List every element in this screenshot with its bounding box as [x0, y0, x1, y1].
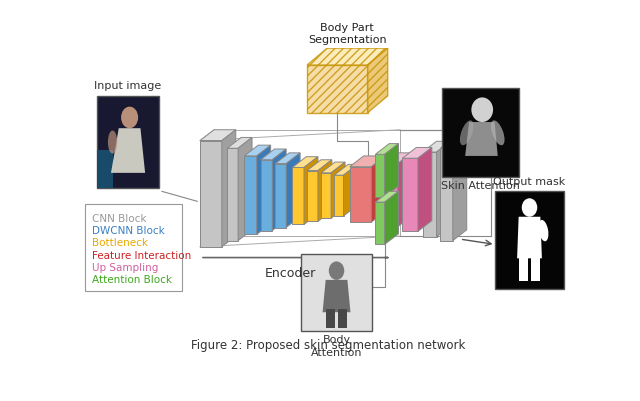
Text: Bottleneck: Bottleneck: [92, 238, 148, 248]
Polygon shape: [257, 145, 271, 235]
Polygon shape: [275, 153, 300, 164]
Text: Output mask: Output mask: [493, 177, 566, 187]
Text: Encoder: Encoder: [265, 267, 316, 280]
Polygon shape: [436, 141, 451, 237]
Ellipse shape: [472, 97, 493, 122]
Polygon shape: [323, 280, 351, 312]
Polygon shape: [403, 148, 432, 158]
Bar: [495, 190, 564, 289]
Text: Input image: Input image: [95, 81, 162, 91]
Ellipse shape: [491, 120, 504, 145]
Polygon shape: [307, 65, 367, 113]
Bar: [442, 88, 520, 177]
Polygon shape: [275, 164, 286, 227]
Polygon shape: [304, 157, 318, 225]
Polygon shape: [227, 138, 252, 148]
Polygon shape: [465, 122, 498, 156]
Polygon shape: [307, 160, 332, 170]
Text: Body
Attention: Body Attention: [311, 335, 362, 358]
Polygon shape: [286, 153, 300, 227]
Bar: [338, 309, 348, 328]
Polygon shape: [331, 162, 345, 218]
Polygon shape: [397, 153, 412, 227]
Polygon shape: [260, 160, 272, 231]
Polygon shape: [244, 145, 271, 156]
Polygon shape: [200, 130, 236, 140]
Polygon shape: [227, 148, 238, 241]
Polygon shape: [272, 149, 286, 231]
Polygon shape: [307, 170, 318, 221]
Polygon shape: [318, 160, 332, 221]
Text: CNN Block: CNN Block: [92, 214, 147, 224]
Ellipse shape: [460, 120, 474, 145]
Ellipse shape: [329, 261, 344, 280]
Polygon shape: [385, 144, 399, 197]
Polygon shape: [334, 164, 358, 175]
Polygon shape: [334, 175, 344, 216]
Polygon shape: [403, 158, 418, 231]
Polygon shape: [385, 191, 399, 245]
Polygon shape: [452, 138, 467, 241]
Ellipse shape: [121, 107, 138, 128]
Polygon shape: [384, 153, 412, 164]
Polygon shape: [260, 149, 286, 160]
Polygon shape: [111, 128, 145, 173]
Text: Body Part
Segmentation: Body Part Segmentation: [308, 22, 387, 45]
Bar: [301, 254, 372, 331]
Polygon shape: [371, 156, 385, 222]
Polygon shape: [349, 167, 371, 222]
Polygon shape: [222, 130, 236, 247]
Polygon shape: [375, 154, 385, 197]
Polygon shape: [367, 48, 388, 113]
FancyBboxPatch shape: [84, 205, 182, 291]
Text: Skin Attention: Skin Attention: [441, 181, 520, 191]
Bar: [518, 254, 528, 282]
Bar: [531, 254, 540, 282]
Text: Feature Interaction: Feature Interaction: [92, 251, 191, 261]
Bar: [97, 150, 113, 188]
Polygon shape: [344, 164, 358, 216]
Polygon shape: [200, 140, 222, 247]
Polygon shape: [440, 148, 452, 241]
Ellipse shape: [538, 220, 548, 241]
Polygon shape: [375, 202, 385, 245]
Polygon shape: [422, 141, 451, 152]
Ellipse shape: [108, 130, 117, 154]
Text: Up Sampling: Up Sampling: [92, 263, 159, 273]
Polygon shape: [292, 157, 318, 168]
Polygon shape: [517, 217, 542, 258]
Polygon shape: [440, 138, 467, 148]
Ellipse shape: [522, 198, 537, 217]
Polygon shape: [292, 168, 304, 225]
Polygon shape: [384, 164, 397, 227]
Polygon shape: [244, 156, 257, 235]
Bar: [97, 96, 159, 188]
Text: Attention Block: Attention Block: [92, 275, 172, 285]
Bar: [326, 309, 335, 328]
Text: Figure 2: Proposed skin segmentation network: Figure 2: Proposed skin segmentation net…: [191, 339, 465, 352]
Polygon shape: [418, 148, 432, 231]
Polygon shape: [307, 48, 388, 65]
Polygon shape: [375, 191, 399, 202]
Polygon shape: [238, 138, 252, 241]
Polygon shape: [375, 144, 399, 154]
Polygon shape: [422, 152, 436, 237]
Text: DWCNN Block: DWCNN Block: [92, 226, 165, 236]
Polygon shape: [349, 156, 385, 167]
Polygon shape: [321, 162, 345, 173]
Polygon shape: [321, 173, 331, 218]
